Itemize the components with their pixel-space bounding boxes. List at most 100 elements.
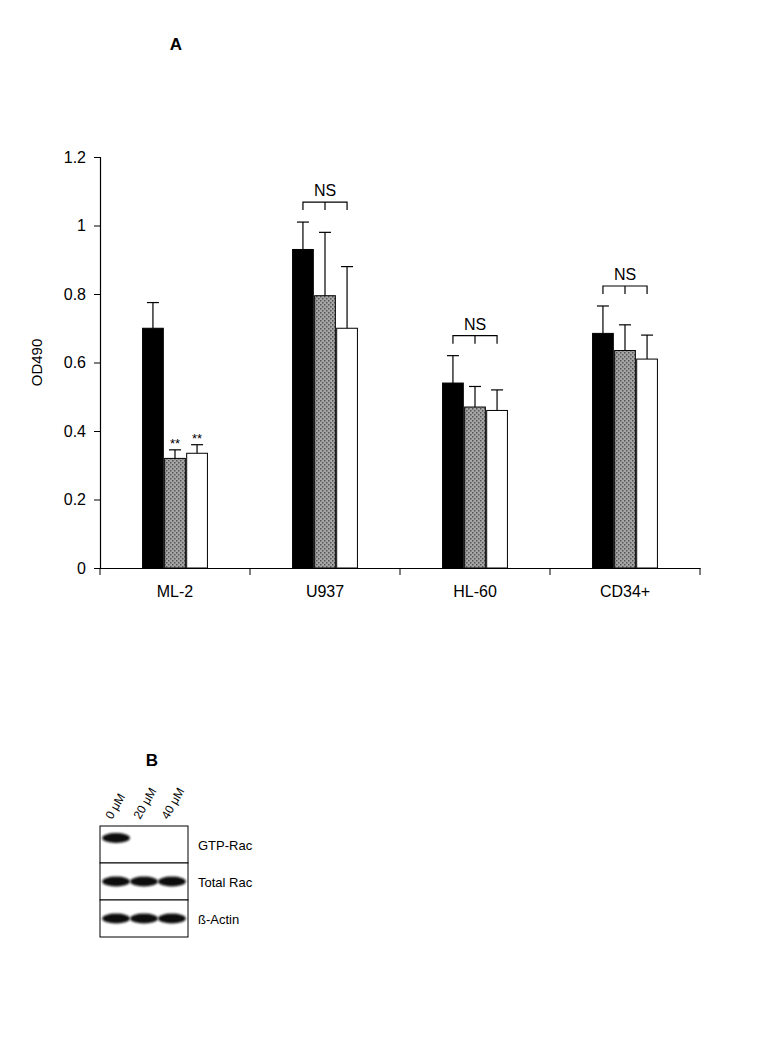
y-tick-mark <box>94 157 100 158</box>
blot-panel <box>100 900 188 937</box>
bar <box>165 458 186 568</box>
blot-band <box>102 914 130 924</box>
blot-band <box>158 877 186 887</box>
y-tick: 1.2 <box>64 149 100 166</box>
error-stem <box>496 390 497 411</box>
bracket-line <box>603 286 647 294</box>
bar <box>465 407 486 568</box>
bar <box>593 333 614 568</box>
blot-band <box>130 914 158 924</box>
y-tick: 0.6 <box>64 354 100 371</box>
y-axis-title: OD490 <box>28 339 45 387</box>
x-tick-label: ML-2 <box>157 583 194 600</box>
group-bracket: NS <box>453 316 497 344</box>
blot-band <box>130 877 158 887</box>
annotations: ** ** NS NS NS <box>170 182 647 451</box>
error-cap <box>447 355 459 356</box>
bar <box>337 328 358 568</box>
error-cap <box>341 266 353 267</box>
row-label: Total Rac <box>198 875 253 890</box>
blot-band <box>102 877 130 887</box>
category-divider <box>400 568 401 575</box>
y-tick-mark <box>94 568 100 569</box>
group-bracket: NS <box>603 266 647 294</box>
y-tick: 0.8 <box>64 286 100 303</box>
lane-label: 0 μM <box>103 791 129 821</box>
bar <box>615 351 636 568</box>
error-stem <box>346 267 347 329</box>
error-stem <box>602 306 603 333</box>
bracket-label: NS <box>614 266 636 283</box>
x-tick-label: HL-60 <box>453 583 497 600</box>
error-cap <box>597 305 609 306</box>
category-divider <box>250 568 251 575</box>
error-stem <box>624 325 625 351</box>
lane-label: 20 μM <box>130 785 159 821</box>
figure: A00.20.40.60.811.2OD490ML-2U937HL-60CD34… <box>0 0 762 1050</box>
error-stem <box>174 450 175 459</box>
error-bar <box>191 445 203 454</box>
x-tick-label: CD34+ <box>600 583 650 600</box>
error-bar <box>597 306 609 333</box>
y-tick-mark <box>94 363 100 364</box>
row-label: ß-Actin <box>198 912 239 927</box>
error-bar <box>319 232 331 295</box>
y-tick-mark <box>94 226 100 227</box>
y-tick: 0 <box>77 560 100 577</box>
error-cap <box>641 335 653 336</box>
x-tick: U937 <box>306 568 344 600</box>
bar <box>187 453 208 568</box>
error-bar <box>169 450 181 459</box>
y-tick-label: 0.8 <box>64 286 86 303</box>
error-bar <box>447 356 459 383</box>
error-bar <box>297 222 309 249</box>
y-tick-mark <box>94 294 100 295</box>
error-cap <box>619 324 631 325</box>
error-bar <box>469 386 481 407</box>
category-divider <box>100 568 101 575</box>
y-tick-mark <box>94 500 100 501</box>
error-cap <box>319 232 331 233</box>
error-cap <box>469 386 481 387</box>
bracket-label: NS <box>314 182 336 199</box>
x-tick: HL-60 <box>453 568 497 600</box>
error-stem <box>302 222 303 249</box>
category-divider <box>550 568 551 575</box>
error-bars <box>147 222 653 458</box>
x-tick-label: U937 <box>306 583 344 600</box>
error-stem <box>452 356 453 383</box>
blot-panel <box>100 863 188 900</box>
y-tick-label: 0 <box>77 560 86 577</box>
error-cap <box>297 221 309 222</box>
x-tick: ML-2 <box>157 568 194 600</box>
y-tick-label: 1.2 <box>64 149 86 166</box>
category-divider <box>700 568 701 575</box>
lane-label: 40 μM <box>158 785 187 821</box>
y-tick: 0.4 <box>64 423 100 440</box>
significance-mark: ** <box>170 436 180 451</box>
error-bar <box>491 390 503 411</box>
blot-panel <box>100 826 188 863</box>
bar <box>443 383 464 568</box>
error-bar <box>641 335 653 359</box>
bars <box>143 249 658 568</box>
y-tick-label: 1 <box>77 217 86 234</box>
error-cap <box>491 389 503 390</box>
error-bar <box>619 325 631 351</box>
error-cap <box>147 302 159 303</box>
bar <box>315 296 336 568</box>
y-tick-label: 0.2 <box>64 491 86 508</box>
row-label: GTP-Rac <box>198 838 253 853</box>
error-bar <box>341 267 353 329</box>
y-tick-label: 0.6 <box>64 354 86 371</box>
y-tick: 1 <box>77 217 100 234</box>
bar <box>143 328 164 568</box>
bracket-label: NS <box>464 316 486 333</box>
blot-band <box>102 833 130 843</box>
error-stem <box>474 386 475 407</box>
error-stem <box>324 232 325 295</box>
y-tick-mark <box>94 431 100 432</box>
significance-mark: ** <box>192 431 202 446</box>
error-stem <box>646 335 647 359</box>
y-axis-line <box>94 158 101 569</box>
